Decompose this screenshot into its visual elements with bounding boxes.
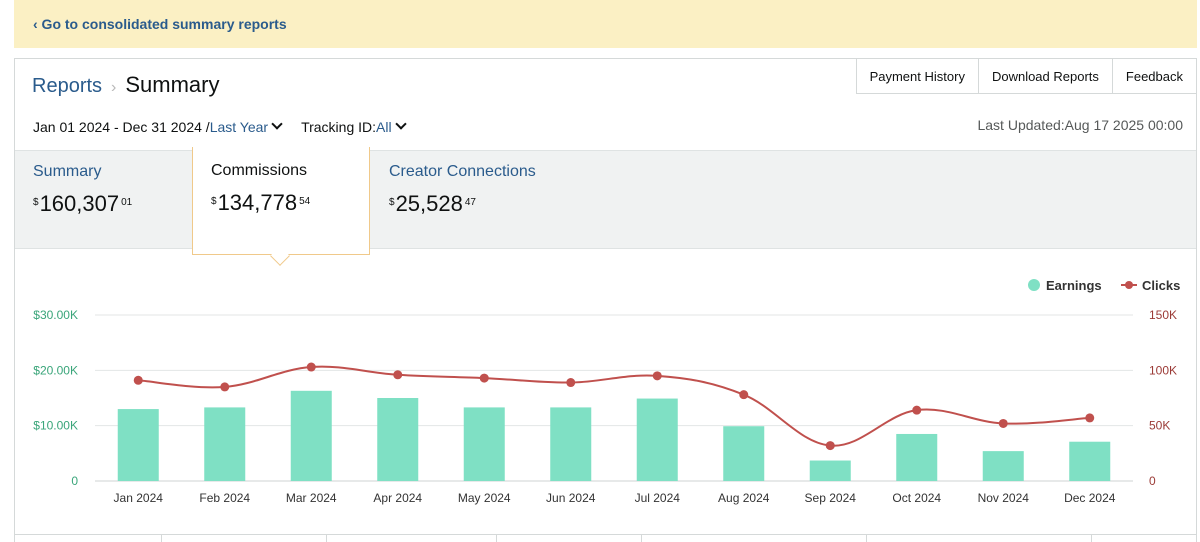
x-axis-tick-label: Aug 2024 <box>718 491 770 505</box>
tab-creator-connections-amount: $ 25,528 47 <box>389 193 591 215</box>
earnings-bar <box>896 433 938 481</box>
amount-main: 134,778 <box>217 190 298 215</box>
breadcrumb-reports-link[interactable]: Reports <box>32 75 103 97</box>
amount-main: 160,307 <box>39 191 120 216</box>
currency-symbol: $ <box>389 197 395 208</box>
earnings-bar <box>377 398 419 481</box>
x-axis-tick-label: Dec 2024 <box>1064 491 1116 505</box>
clicks-point <box>566 378 576 388</box>
clicks-line <box>138 365 1090 447</box>
legend-clicks-swatch <box>1125 281 1133 289</box>
earnings-bar <box>117 409 159 481</box>
earnings-bar <box>809 460 851 481</box>
x-axis-tick-label: Mar 2024 <box>286 491 337 505</box>
top-button-group: Payment History Download Reports Feedbac… <box>855 59 1196 94</box>
earnings-bar <box>723 426 765 481</box>
page-title: Summary <box>125 72 220 97</box>
currency-symbol: $ <box>211 196 217 207</box>
clicks-point <box>306 362 316 372</box>
earnings-bar <box>550 407 592 481</box>
bottom-table-edge <box>14 534 1197 542</box>
legend-earnings-swatch <box>1028 279 1040 291</box>
period-dropdown[interactable]: Last Year <box>209 118 283 135</box>
left-axis-tick-label: $10.00K <box>33 419 78 433</box>
amount-cents: 54 <box>299 196 311 207</box>
tab-summary-label: Summary <box>33 163 102 180</box>
earnings-bar <box>982 451 1024 481</box>
right-axis-tick-label: 150K <box>1149 308 1177 322</box>
feedback-button[interactable]: Feedback <box>1111 59 1196 94</box>
clicks-point <box>652 371 662 381</box>
clicks-point <box>912 405 922 415</box>
amount-cents: 01 <box>121 197 133 208</box>
filter-bar: Jan 01 2024 - Dec 31 2024 / Last Year Tr… <box>33 118 407 135</box>
tab-commissions[interactable]: Commissions $ 134,778 54 <box>192 147 370 255</box>
tracking-id-dropdown[interactable]: All <box>376 118 407 135</box>
breadcrumb-separator-icon: › <box>111 79 117 96</box>
amount-main: 25,528 <box>395 191 463 216</box>
last-updated-text: Last Updated:Aug 17 2025 00:00 <box>977 117 1183 133</box>
clicks-point <box>825 441 835 451</box>
x-axis-tick-label: Feb 2024 <box>199 491 250 505</box>
clicks-point <box>393 370 403 380</box>
tracking-id-label: Tracking ID: <box>301 119 377 135</box>
tab-commissions-amount: $ 134,778 54 <box>211 192 369 214</box>
clicks-point <box>739 390 749 400</box>
left-axis-tick-label: $30.00K <box>33 308 78 322</box>
tab-summary[interactable]: Summary $ 160,307 01 <box>15 151 192 250</box>
x-axis-tick-label: Jul 2024 <box>635 491 681 505</box>
earnings-bar <box>290 390 332 481</box>
tab-summary-amount: $ 160,307 01 <box>33 193 192 215</box>
consolidated-banner: ‹ Go to consolidated summary reports <box>14 0 1197 48</box>
clicks-point <box>1085 413 1095 423</box>
x-axis-tick-label: Nov 2024 <box>978 491 1030 505</box>
consolidated-reports-link[interactable]: ‹ Go to consolidated summary reports <box>33 16 287 32</box>
clicks-point <box>998 418 1008 428</box>
legend-earnings-label: Earnings <box>1046 278 1102 293</box>
left-axis-tick-label: 0 <box>71 474 78 488</box>
legend-clicks-label: Clicks <box>1142 278 1180 293</box>
earnings-bar <box>463 407 505 481</box>
payment-history-button[interactable]: Payment History <box>855 59 978 94</box>
amount-cents: 47 <box>464 197 476 208</box>
date-range-text: Jan 01 2024 - Dec 31 2024 / <box>33 119 210 135</box>
clicks-point <box>220 382 230 392</box>
earnings-bar <box>636 398 678 481</box>
x-axis-tick-label: Oct 2024 <box>892 491 941 505</box>
x-axis-tick-label: May 2024 <box>458 491 511 505</box>
x-axis-tick-label: Jan 2024 <box>114 491 164 505</box>
period-label: Last Year <box>209 119 269 135</box>
breadcrumb: Reports › Summary <box>32 72 219 98</box>
tab-commissions-label: Commissions <box>211 162 308 179</box>
earnings-bar <box>1069 441 1111 481</box>
right-axis-tick-label: 50K <box>1149 419 1170 433</box>
earnings-bar <box>204 407 246 481</box>
right-axis-tick-label: 0 <box>1149 474 1156 488</box>
tab-creator-connections[interactable]: Creator Connections $ 25,528 47 <box>371 151 591 250</box>
currency-symbol: $ <box>33 197 39 208</box>
clicks-point <box>133 375 143 385</box>
clicks-point <box>479 373 489 383</box>
tab-creator-connections-label: Creator Connections <box>389 163 536 180</box>
left-axis-tick-label: $20.00K <box>33 363 78 377</box>
x-axis-tick-label: Apr 2024 <box>373 491 422 505</box>
right-axis-tick-label: 100K <box>1149 363 1177 377</box>
tracking-id-value: All <box>376 119 392 135</box>
download-reports-button[interactable]: Download Reports <box>977 59 1112 94</box>
x-axis-tick-label: Jun 2024 <box>546 491 596 505</box>
x-axis-tick-label: Sep 2024 <box>805 491 857 505</box>
